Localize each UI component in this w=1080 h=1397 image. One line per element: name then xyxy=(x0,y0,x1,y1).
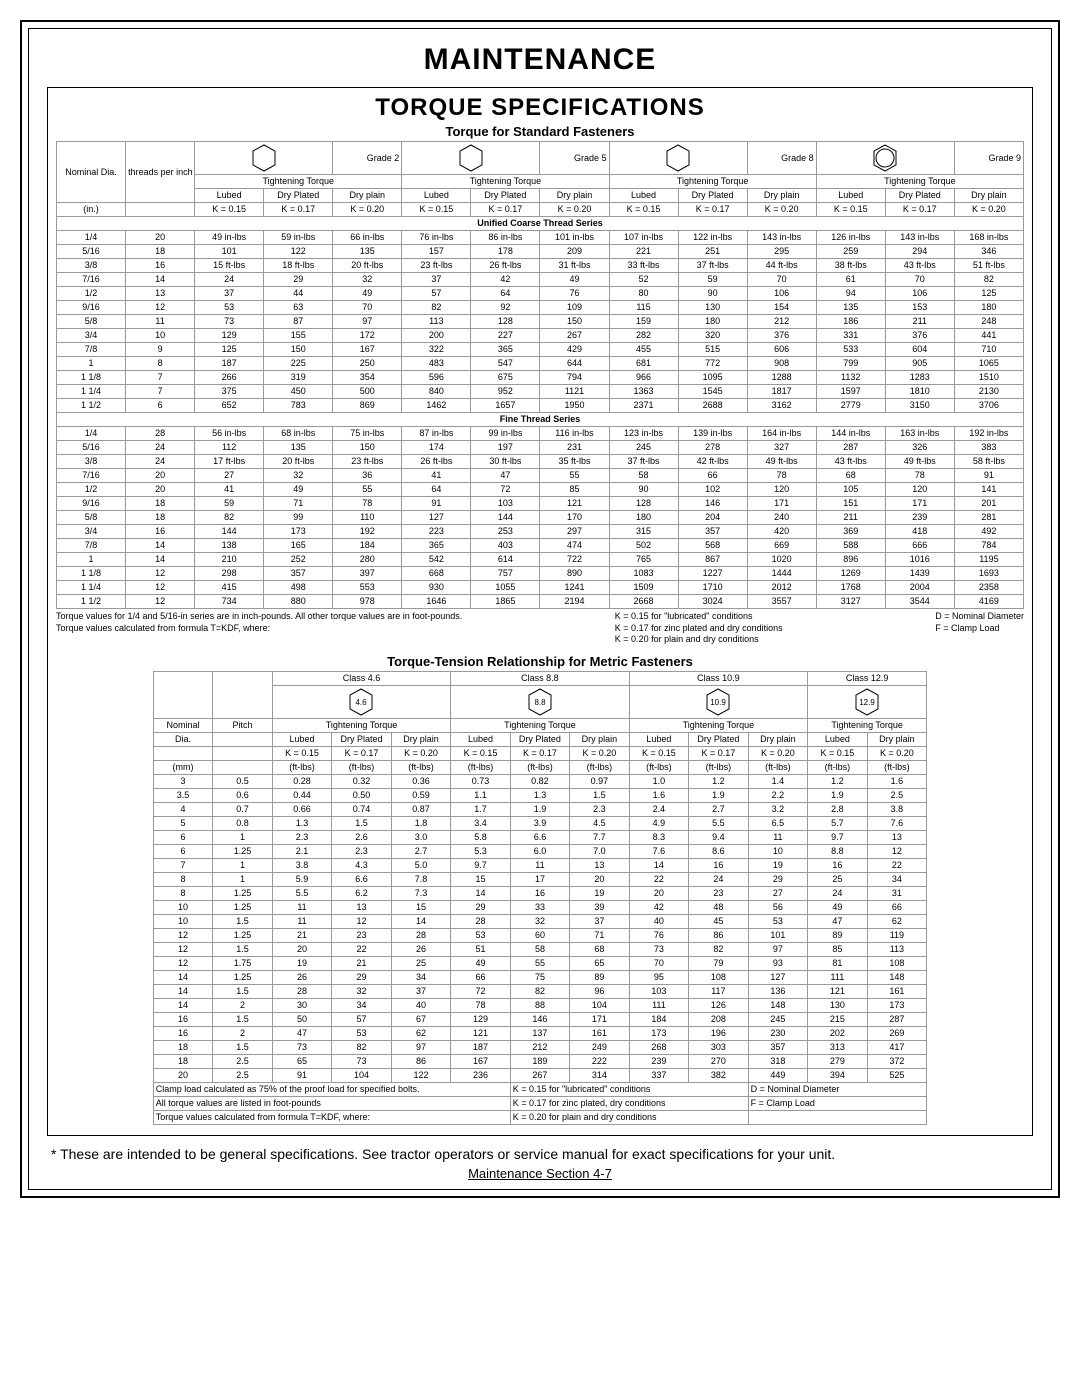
disclaimer-text: * These are intended to be general speci… xyxy=(51,1146,1029,1162)
hex-icon: 10.9 xyxy=(702,686,734,718)
table-row: 101.51112142832374045534762 xyxy=(153,915,926,929)
table-row: 1/42856 in-lbs68 in-lbs75 in-lbs87 in-lb… xyxy=(57,427,1024,441)
table-row: 81.255.56.27.31416192023272431 xyxy=(153,887,926,901)
table-row: 3/41012915517220022726728232037633137644… xyxy=(57,329,1024,343)
table-row: 713.84.35.09.711131416191622 xyxy=(153,859,926,873)
table-row: 5/16241121351501741972312452783272873263… xyxy=(57,441,1024,455)
table-row: 815.96.67.81517202224292534 xyxy=(153,873,926,887)
table-row: 1423034407888104111126148130173 xyxy=(153,999,926,1013)
table-row: 1/22041495564728590102120105120141 xyxy=(57,483,1024,497)
table-row: 61.252.12.32.75.36.07.07.68.6108.812 xyxy=(153,845,926,859)
table-row: 202.591104122236267314337382449394525 xyxy=(153,1069,926,1083)
table-row: 1 1/212734880978164618652194266830243557… xyxy=(57,595,1024,609)
page-footer: Maintenance Section 4-7 xyxy=(47,1166,1033,1181)
table-row: 182.5657386167189222239270318279372 xyxy=(153,1055,926,1069)
table1-title: Torque for Standard Fasteners xyxy=(56,124,1024,139)
table-row: 1/213374449576476809010694106125 xyxy=(57,287,1024,301)
table-row: 1 1/266527838691462165719502371268831622… xyxy=(57,399,1024,413)
footnote-text: Torque values for 1/4 and 5/16-in series… xyxy=(56,611,462,621)
footnote-text: D = Nominal Diameter xyxy=(935,611,1024,621)
table-row: 181872252504835476446817729087999051065 xyxy=(57,357,1024,371)
hex-icon: 4.6 xyxy=(345,686,377,718)
table-row: 9/161859717891103121128146171151171201 xyxy=(57,497,1024,511)
svg-text:12.9: 12.9 xyxy=(859,698,875,707)
table-row: 612.32.63.05.86.67.78.39.4119.713 xyxy=(153,831,926,845)
table-row: 30.50.280.320.360.730.820.971.01.21.41.2… xyxy=(153,775,926,789)
metric-torque-table: Class 4.6Class 8.8Class 10.9Class 12.9 4… xyxy=(153,671,927,1125)
table-row: 5/16181011221351571782092212512952592943… xyxy=(57,245,1024,259)
svg-text:8.8: 8.8 xyxy=(534,698,546,707)
inner-frame: MAINTENANCE TORQUE SPECIFICATIONS Torque… xyxy=(28,28,1052,1190)
table-row: 1 1/473754505008409521121136315451817159… xyxy=(57,385,1024,399)
table-row: 3/41614417319222325329731535742036941849… xyxy=(57,525,1024,539)
outer-frame: MAINTENANCE TORQUE SPECIFICATIONS Torque… xyxy=(20,20,1060,1198)
hex-icon xyxy=(455,142,487,174)
table-row: 3.50.60.440.500.591.11.31.51.61.92.21.92… xyxy=(153,789,926,803)
hex-icon: 12.9 xyxy=(851,686,883,718)
table-row: 121.520222651586873829785113 xyxy=(153,943,926,957)
footnote-text: K = 0.20 for plain and dry conditions xyxy=(615,634,759,644)
table-row: 141.5283237728296103117136121161 xyxy=(153,985,926,999)
table-row: 181.5738297187212249268303357313417 xyxy=(153,1041,926,1055)
footnote-text: K = 0.17 for zinc plated and dry conditi… xyxy=(615,623,783,633)
table-row: 121.7519212549556570799381108 xyxy=(153,957,926,971)
table-row: 101.251113152933394248564966 xyxy=(153,901,926,915)
table-row: 50.81.31.51.83.43.94.54.95.56.55.77.6 xyxy=(153,817,926,831)
footnote-text: K = 0.15 for "lubricated" conditions xyxy=(615,611,753,621)
svg-text:10.9: 10.9 xyxy=(711,698,727,707)
std-footnotes: Torque values for 1/4 and 5/16-in series… xyxy=(56,611,1024,646)
hex-icon xyxy=(248,142,280,174)
table-row: 40.70.660.740.871.71.92.32.42.73.22.83.8 xyxy=(153,803,926,817)
table-row: 3/82417 ft-lbs20 ft-lbs23 ft-lbs26 ft-lb… xyxy=(57,455,1024,469)
svg-text:4.6: 4.6 xyxy=(356,698,368,707)
table-row: 7/1620273236414755586678687891 xyxy=(57,469,1024,483)
footnote-text: Torque values calculated from formula T=… xyxy=(56,623,270,633)
content-box: TORQUE SPECIFICATIONS Torque for Standar… xyxy=(47,87,1033,1136)
table-row: 1 1/412415498553930105512411509171020121… xyxy=(57,581,1024,595)
table-row: 7/89125150167322365429455515606533604710 xyxy=(57,343,1024,357)
standard-torque-table: Nominal Dia.threads per inch Grade 2 Gra… xyxy=(56,141,1024,609)
table-row: 141.2526293466758995108127111148 xyxy=(153,971,926,985)
hex-icon xyxy=(662,142,694,174)
table-row: 9/16125363708292109115130154135153180 xyxy=(57,301,1024,315)
table-row: 3/81615 ft-lbs18 ft-lbs20 ft-lbs23 ft-lb… xyxy=(57,259,1024,273)
table-row: 7/81413816518436540347450256866958866678… xyxy=(57,539,1024,553)
table-row: 1 1/812298357397668757890108312271444126… xyxy=(57,567,1024,581)
table-row: 5/8188299110127144170180204240211239281 xyxy=(57,511,1024,525)
hex-icon xyxy=(869,142,901,174)
page-title: MAINTENANCE xyxy=(47,43,1033,77)
section-title: TORQUE SPECIFICATIONS xyxy=(56,94,1024,122)
table-row: 121.25212328536071768610189119 xyxy=(153,929,926,943)
table-row: 161.5505767129146171184208245215287 xyxy=(153,1013,926,1027)
table2-title: Torque-Tension Relationship for Metric F… xyxy=(56,654,1024,669)
table-row: 1142102522805426147227658671020896101611… xyxy=(57,553,1024,567)
hex-icon: 8.8 xyxy=(524,686,556,718)
table-row: 162475362121137161173196230202269 xyxy=(153,1027,926,1041)
footnote-text: F = Clamp Load xyxy=(935,623,999,633)
table-row: 1 1/872663193545966757949661095128811321… xyxy=(57,371,1024,385)
table-row: 1/42049 in-lbs59 in-lbs66 in-lbs76 in-lb… xyxy=(57,231,1024,245)
table-row: 7/1614242932374249525970617082 xyxy=(57,273,1024,287)
table-row: 5/811738797113128150159180212186211248 xyxy=(57,315,1024,329)
